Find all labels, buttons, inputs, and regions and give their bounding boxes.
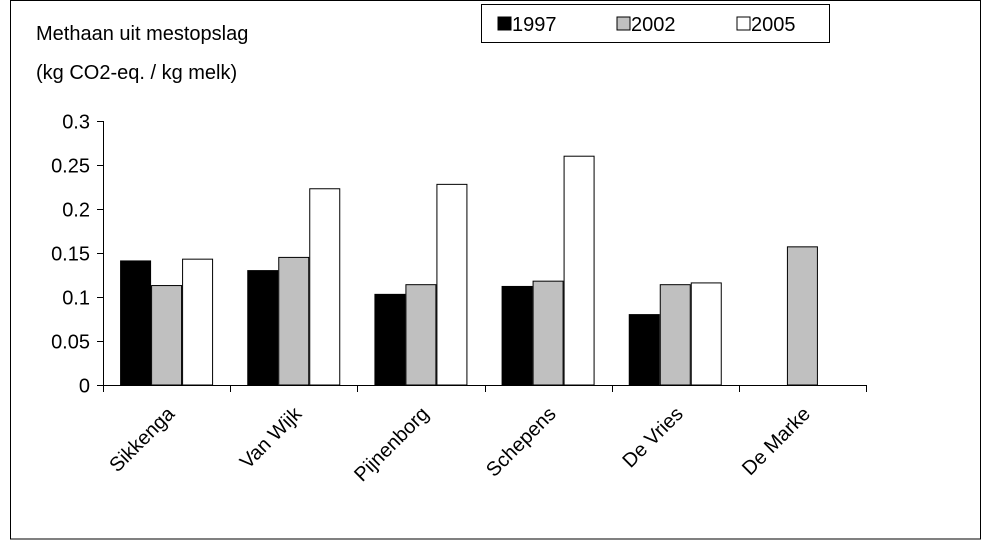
chart-title-line2: (kg CO2-eq. / kg melk) (36, 62, 237, 84)
y-tick-label: 0.15 (51, 244, 90, 266)
y-tick-label: 0 (79, 376, 90, 398)
legend-label-2005: 2005 (751, 14, 796, 36)
bar-2005 (563, 155, 595, 386)
chart-border (10, 0, 981, 540)
bar-2002 (151, 285, 183, 386)
bar-1997 (120, 260, 152, 386)
bar-1997 (374, 293, 406, 386)
bar-2002 (659, 284, 691, 386)
y-axis: 0 0.05 0.1 0.15 0.2 0.25 0.3 (51, 112, 104, 398)
bar-1997 (628, 314, 660, 386)
bar-2005 (436, 183, 468, 386)
bar-1997 (501, 285, 533, 386)
legend-swatch-2002 (616, 16, 631, 31)
bar-1997 (247, 270, 279, 386)
bar-2005 (309, 188, 341, 386)
legend-box (481, 4, 830, 43)
bar-2005 (182, 258, 214, 386)
y-tick-label: 0.1 (62, 288, 90, 310)
bar-2005 (690, 282, 722, 386)
legend-label-2002: 2002 (631, 14, 676, 36)
y-tick-label: 0.25 (51, 156, 90, 178)
bar-2002 (405, 284, 437, 386)
legend-swatch-1997 (497, 16, 512, 31)
bars (120, 155, 818, 386)
legend: 1997 2002 2005 (481, 4, 830, 43)
chart-title-line1: Methaan uit mestopslag (36, 23, 248, 45)
bar-2002 (532, 280, 564, 386)
bar-2002 (786, 246, 818, 386)
y-tick-label: 0.05 (51, 332, 90, 354)
bar-2002 (278, 256, 310, 386)
legend-swatch-2005 (736, 16, 751, 31)
y-tick-label: 0.3 (62, 112, 90, 134)
y-tick-label: 0.2 (62, 200, 90, 222)
legend-label-1997: 1997 (512, 14, 557, 36)
